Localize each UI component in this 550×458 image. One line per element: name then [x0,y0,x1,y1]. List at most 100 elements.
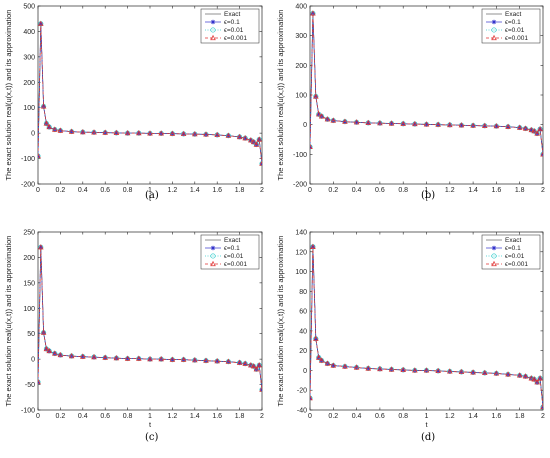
data-point [43,345,50,352]
data-point [447,121,453,128]
data-point [147,130,153,136]
x-axis-label: t [425,420,428,429]
y-axis-label: The exact solution real(u(x,t)) and its … [4,10,13,181]
data-point [529,127,534,133]
panel-label-d: (d) [421,432,436,443]
y-tick-label: -50 [25,382,35,389]
data-point [505,371,511,377]
y-tick-label: -200 [293,182,307,189]
data-point [259,386,262,392]
data-point [80,128,86,135]
legend-entry: ϵ=0.01 [505,27,525,34]
y-tick-label: 500 [23,4,35,11]
legend-marker [491,27,497,33]
data-point [540,403,543,410]
x-axis-label: t [149,420,152,429]
data-point [318,357,325,363]
data-point [214,131,220,138]
chart-panel-1: 0 0.2 0.4 0.6 0.8 1 1.2 1.4 1.6 1.8 2 -200 -100 0 100 2… [276,4,545,204]
y-tick-label: 20 [299,348,307,355]
data-point [435,368,441,374]
panel-label-a: (a) [145,190,159,201]
x-tick-label: 1.2 [168,413,178,420]
x-tick-label: 0.8 [123,187,133,194]
series-line-3 [310,246,543,408]
x-tick-label: 1 [148,413,152,420]
data-point [225,358,232,364]
legend-marker [491,19,497,25]
data-point [310,243,316,249]
data-point [481,122,488,128]
data-point [354,120,359,125]
data-point [58,128,63,133]
x-tick-label: 0.6 [100,413,110,420]
data-point [46,123,52,130]
data-point [377,365,383,372]
legend-entry: Exact [505,11,521,18]
data-point [331,363,336,368]
data-point [528,126,535,133]
y-tick-label: 400 [23,29,35,36]
data-point [470,122,476,128]
y-tick-label: 60 [299,309,307,316]
legend-entry: ϵ=0.001 [505,261,528,268]
y-tick-label: 100 [23,306,35,313]
data-point [38,245,43,250]
x-tick-label: 1 [425,187,429,194]
y-tick-label: -100 [293,152,307,159]
legend-entry: ϵ=0.1 [224,245,240,252]
y-tick-label: -200 [21,182,35,189]
data-point [400,120,406,126]
data-point [310,395,313,401]
data-point [389,121,394,126]
legend-entry: ϵ=0.01 [224,27,244,34]
data-point [68,352,75,359]
data-point [493,122,500,129]
x-tick-label: 1.6 [212,187,222,194]
x-tick-label: 1.6 [492,413,502,420]
data-point [91,129,97,135]
data-point [423,121,430,127]
data-point [315,354,322,360]
data-point [366,366,371,371]
legend-box [481,8,541,44]
x-tick-label: 0.8 [398,413,408,420]
legend-entry: Exact [505,237,521,244]
x-tick-label: 2 [541,413,545,420]
x-axis-label: t [425,194,428,203]
data-point [310,394,313,401]
data-point [69,129,74,134]
x-tick-label: 1.4 [190,413,200,420]
x-tick-label: 0.8 [398,187,408,194]
x-tick-label: 1.6 [492,187,502,194]
data-point [493,370,500,376]
y-tick-label: 200 [23,255,35,262]
legend-entry: ϵ=0.01 [224,253,244,260]
data-point [68,128,75,134]
data-point [203,357,209,363]
data-point [534,130,540,136]
legend-marker [491,253,497,259]
data-point [170,357,175,362]
data-point [113,129,120,135]
data-point [125,356,130,361]
y-axis-label: The exact solution real(u(x,t)) and its … [276,236,285,407]
legend-marker [491,260,497,267]
x-tick-label: 2 [260,187,264,194]
data-point [259,160,262,166]
x-tick-label: 0.4 [352,187,362,194]
y-tick-label: 100 [295,269,307,276]
data-point [423,367,430,373]
data-point [158,130,164,136]
legend-entry: ϵ=0.1 [224,19,240,26]
data-point [256,136,262,142]
data-point [80,354,85,359]
data-point [158,355,164,362]
legend-entry: ϵ=0.1 [505,245,521,252]
x-tick-label: 0.4 [78,187,88,194]
data-point [365,365,372,371]
data-point [342,363,348,369]
